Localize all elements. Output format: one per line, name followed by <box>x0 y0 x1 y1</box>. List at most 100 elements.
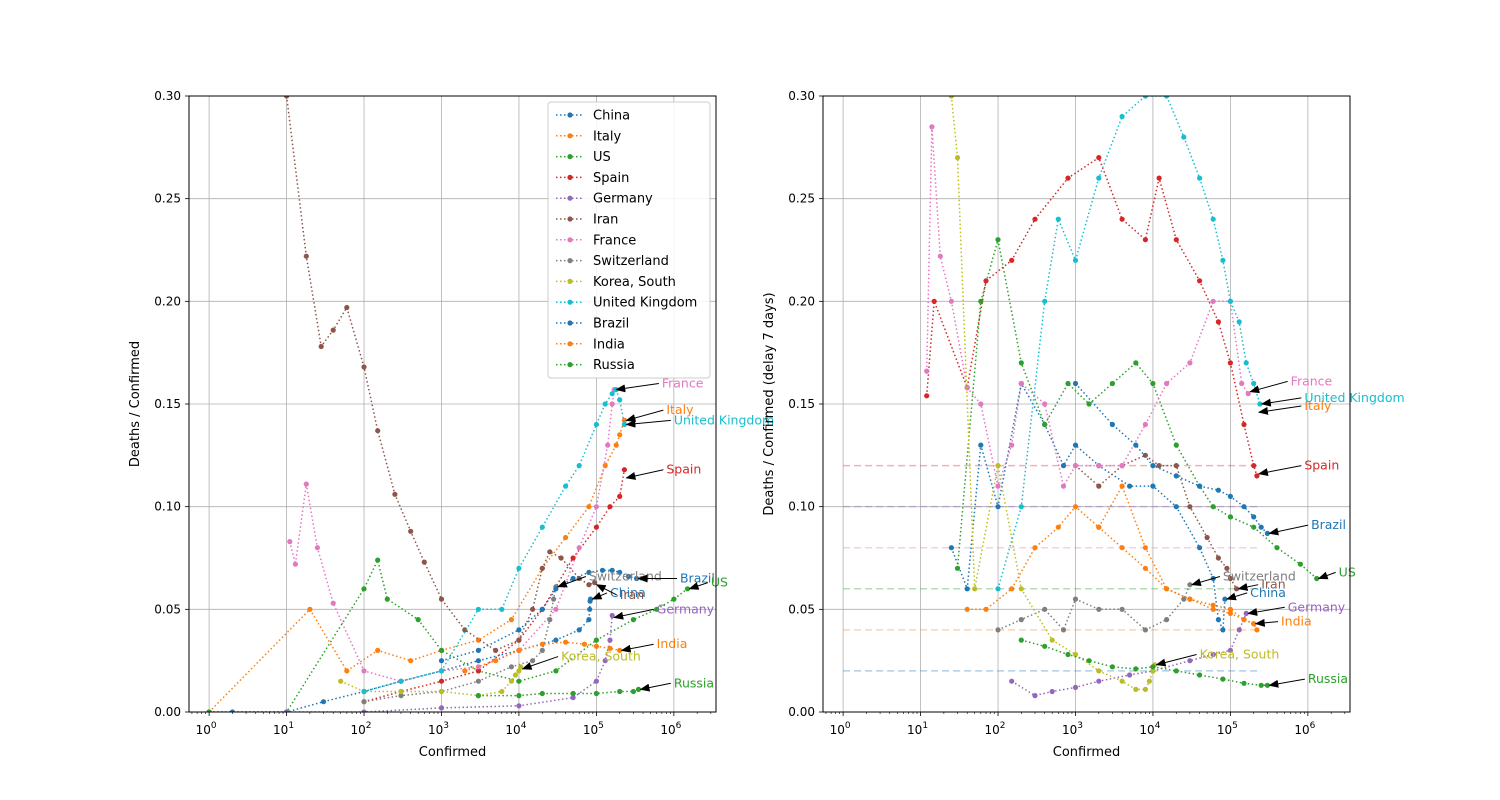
legend-swatch-marker <box>567 341 573 347</box>
right-point-russia <box>1133 666 1139 672</box>
right-point-france <box>1072 463 1079 469</box>
legend-item-iran: Iran <box>556 213 618 228</box>
right-point-us <box>1109 380 1115 387</box>
left-x-axis-label: Confirmed <box>419 745 487 760</box>
left-point-germany <box>570 695 576 701</box>
left-point-china <box>576 627 582 633</box>
left-annotation-arrow-france <box>615 382 659 393</box>
left-point-iran <box>493 647 499 654</box>
left-point-switzerland <box>508 664 514 670</box>
right-point-spain <box>1142 237 1148 243</box>
right-point-united-kingdom <box>995 586 1001 592</box>
left-point-france <box>330 600 336 606</box>
left-x-tick-label: 100 <box>196 721 217 737</box>
right-x-tick-label: 104 <box>1139 721 1160 737</box>
left-x-tick-label: 105 <box>583 721 604 737</box>
right-y-tick-label: 0.25 <box>788 192 815 206</box>
right-point-spain <box>1254 473 1260 479</box>
right-point-russia <box>1065 651 1071 658</box>
left-point-italy <box>613 442 619 448</box>
right-point-switzerland <box>1164 617 1170 623</box>
left-annotation-label-switzerland: Switzerland <box>589 568 662 583</box>
left-point-us <box>553 668 559 674</box>
left-point-italy <box>508 617 514 623</box>
left-point-spain <box>593 524 600 530</box>
right-point-united-kingdom <box>1181 134 1187 140</box>
left-annotation-label-france: France <box>662 375 704 390</box>
right-point-switzerland <box>1018 617 1024 623</box>
right-y-tick-label: 0.20 <box>788 294 815 308</box>
left-point-us <box>375 557 381 563</box>
right-point-us <box>1086 401 1092 407</box>
right-axes-frame <box>822 95 1351 713</box>
left-annotation-arrow-switzerland <box>556 576 587 588</box>
right-y-tick-label: 0.30 <box>788 89 815 103</box>
left-point-iran <box>408 528 414 534</box>
right-point-france <box>929 124 935 130</box>
left-x-tick-label: 103 <box>428 721 449 737</box>
right-series-korea-south <box>948 96 1158 693</box>
left-annotation-label-china: China <box>610 585 646 600</box>
right-point-france <box>924 368 930 374</box>
left-point-russia <box>475 693 481 699</box>
right-x-tick-label: 103 <box>1062 721 1083 737</box>
right-point-italy <box>964 606 970 612</box>
right-annotation-label-india: India <box>1281 614 1312 629</box>
right-annotation-label-italy: Italy <box>1304 398 1332 413</box>
left-point-brazil <box>609 567 615 573</box>
right-point-france <box>1187 360 1193 366</box>
right-point-germany <box>1227 647 1233 654</box>
left-point-korea-south <box>516 668 522 674</box>
left-point-china <box>475 658 481 664</box>
right-point-russia <box>1150 664 1156 670</box>
left-point-china <box>587 606 593 612</box>
legend-item-france: France <box>556 233 636 248</box>
right-point-france <box>1119 463 1125 469</box>
left-point-france <box>303 481 309 487</box>
right-point-france <box>1164 380 1170 387</box>
left-point-france <box>593 504 600 510</box>
left-point-korea-south <box>508 678 514 684</box>
left-annotation-arrow-germany <box>613 608 654 620</box>
left-point-germany <box>361 709 367 712</box>
legend-label-italy: Italy <box>593 129 622 144</box>
legend-item-spain: Spain <box>556 171 629 186</box>
left-point-iran <box>344 304 350 311</box>
right-point-united-kingdom <box>1197 175 1203 181</box>
legend-swatch-marker <box>567 154 573 160</box>
left-point-france <box>361 668 367 674</box>
right-point-france <box>1009 442 1015 448</box>
legend-item-germany: Germany <box>556 192 653 207</box>
right-series-united-kingdom <box>995 96 1263 592</box>
right-point-us <box>954 565 961 571</box>
right-point-spain <box>1119 216 1125 222</box>
left-point-russia <box>516 693 522 699</box>
right-point-us <box>1042 421 1048 428</box>
left-point-india <box>581 641 588 647</box>
right-point-france <box>937 253 943 259</box>
right-point-india <box>1142 565 1148 571</box>
right-point-spain <box>1197 278 1203 284</box>
legend-label-russia: Russia <box>593 358 635 373</box>
right-point-united-kingdom <box>1072 257 1079 263</box>
right-point-brazil <box>1251 514 1257 520</box>
right-x-tick-label: 101 <box>907 721 928 737</box>
right-y-tick-label: 0.15 <box>788 397 815 411</box>
left-point-iran <box>516 637 522 643</box>
right-point-spain <box>1241 421 1247 428</box>
right-point-russia <box>1241 680 1247 686</box>
left-point-brazil <box>570 575 576 582</box>
left-point-united-kingdom <box>609 391 615 397</box>
right-annotation-label-iran: Iran <box>1261 577 1285 592</box>
left-point-korea-south <box>499 688 505 695</box>
right-point-korea-south <box>1133 686 1139 693</box>
right-point-spain <box>983 278 989 284</box>
right-series-us <box>954 237 1320 582</box>
left-annotation-label-iran: Iran <box>620 587 644 602</box>
right-point-china <box>1197 545 1203 551</box>
legend-item-italy: Italy <box>556 129 622 144</box>
right-point-russia <box>1018 637 1024 643</box>
legend-label-france: France <box>593 233 636 248</box>
